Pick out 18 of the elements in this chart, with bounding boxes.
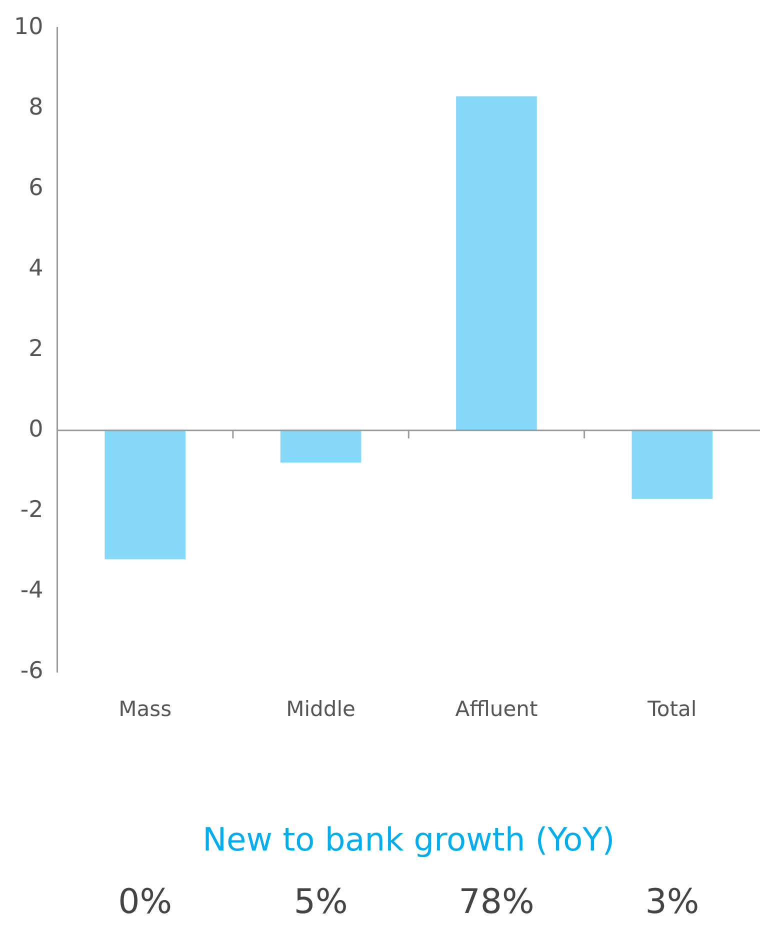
- y-tick-label: 8: [28, 94, 44, 120]
- text: 78%: [458, 882, 534, 922]
- text: New to bank growth (YoY): [202, 820, 615, 858]
- y-tick-label: 4: [28, 255, 44, 282]
- x-tick-label: Middle: [286, 696, 356, 721]
- x-tick-label: Mass: [118, 696, 172, 721]
- text: 0%: [118, 882, 172, 922]
- text: 5%: [294, 882, 348, 922]
- x-tick-label: Total: [646, 696, 697, 721]
- x-tick-label: Affluent: [455, 696, 538, 721]
- y-tick-label: 2: [28, 336, 44, 362]
- y-tick-label: -6: [20, 658, 44, 684]
- y-tick-label: -2: [20, 496, 44, 523]
- text: 3%: [645, 882, 700, 922]
- y-tick-label: 10: [14, 14, 44, 40]
- y-tick-label: 0: [28, 416, 44, 442]
- y-tick-label: 6: [28, 174, 44, 201]
- y-tick-label: -4: [20, 577, 44, 604]
